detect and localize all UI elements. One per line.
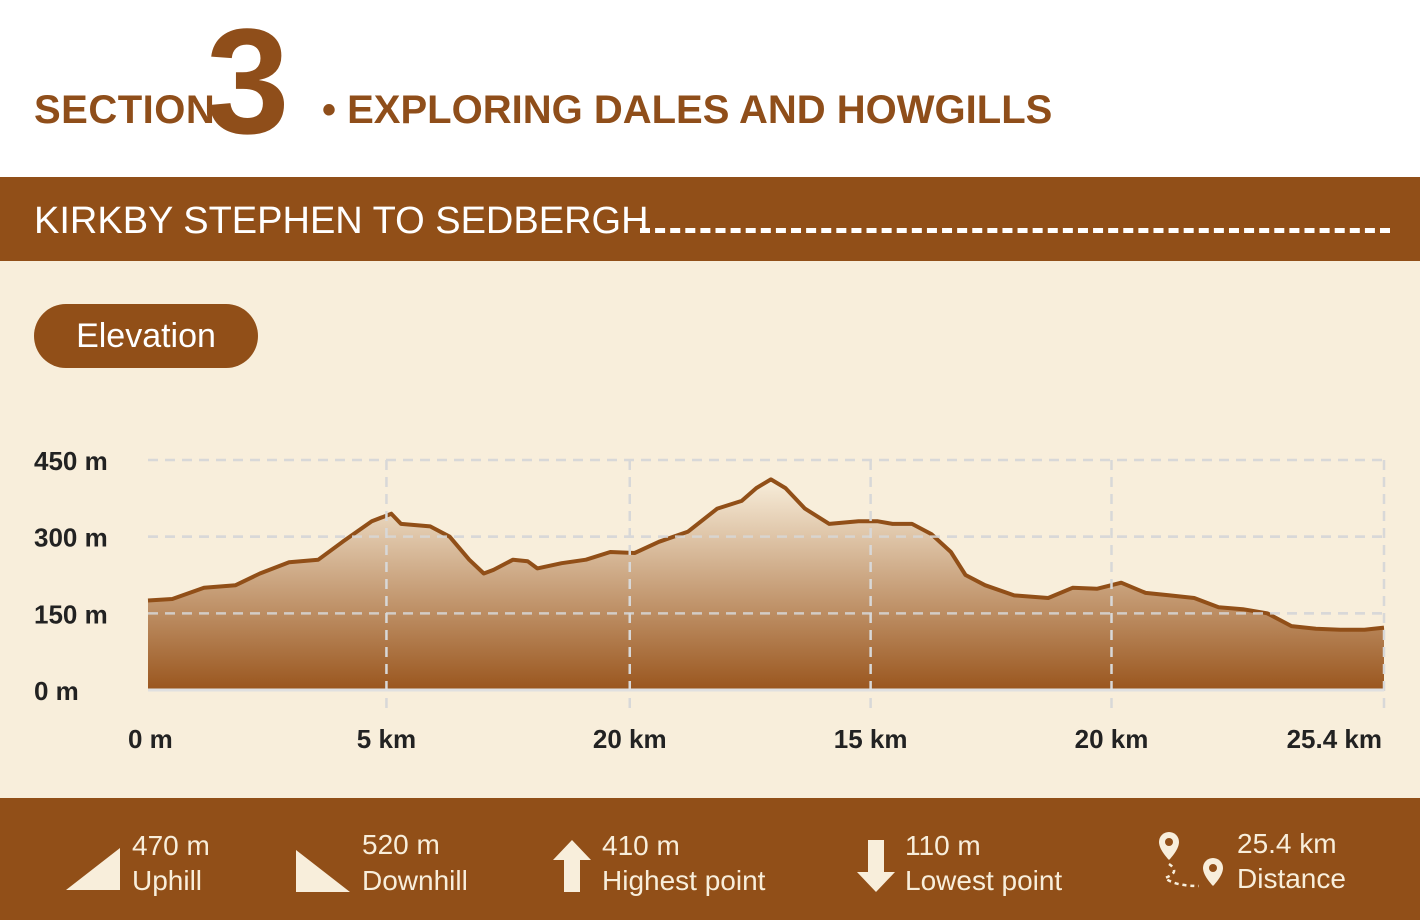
- x-tick-label: 25.4 km: [1287, 724, 1382, 754]
- uphill-label: Uphill: [132, 865, 203, 896]
- route-band: [0, 177, 1420, 261]
- downhill-value: 520 m: [362, 829, 440, 860]
- elevation-chart: 450 m 300 m 150 m 0 m 0 m 5 km 20 km 15 km 20 km…: [34, 446, 1386, 754]
- y-tick-label: 450 m: [34, 446, 108, 476]
- x-tick-label: 5 km: [357, 724, 416, 754]
- section-number: 3: [206, 0, 290, 165]
- lowest-value: 110 m: [905, 830, 981, 861]
- x-tick-label: 20 km: [1075, 724, 1149, 754]
- uphill-value: 470 m: [132, 830, 210, 861]
- highest-label: Highest point: [602, 865, 766, 896]
- elevation-line: [147, 477, 1385, 632]
- route-dashed-line: [640, 228, 1390, 233]
- x-tick-label: 0 m: [128, 724, 173, 754]
- lowest-label: Lowest point: [905, 865, 1063, 896]
- header: SECTION 3 • EXPLORING DALES AND HOWGILLS: [0, 0, 1420, 177]
- elevation-badge: Elevation: [34, 304, 258, 368]
- arrow-down-icon: [857, 840, 895, 892]
- route-title: KIRKBY STEPHEN TO SEDBERGH: [34, 200, 649, 242]
- distance-pins-icon: [1159, 832, 1223, 888]
- distance-label: Distance: [1237, 863, 1346, 894]
- highest-value: 410 m: [602, 830, 680, 861]
- y-tick-label: 0 m: [34, 676, 79, 706]
- section-title: • EXPLORING DALES AND HOWGILLS: [322, 88, 1053, 132]
- y-tick-label: 150 m: [34, 599, 108, 629]
- downhill-icon: [296, 850, 350, 892]
- distance-value: 25.4 km: [1237, 828, 1337, 859]
- x-tick-label: 15 km: [834, 724, 908, 754]
- x-tick-label: 20 km: [593, 724, 667, 754]
- downhill-label: Downhill: [362, 865, 468, 896]
- arrow-up-icon: [553, 840, 591, 892]
- y-tick-label: 300 m: [34, 523, 108, 553]
- elevation-area: [148, 479, 1384, 690]
- stats-footer: 470 m Uphill 520 m Downhill 410 m Highes…: [0, 798, 1420, 920]
- uphill-icon: [66, 848, 120, 890]
- section-label: SECTION: [34, 88, 216, 132]
